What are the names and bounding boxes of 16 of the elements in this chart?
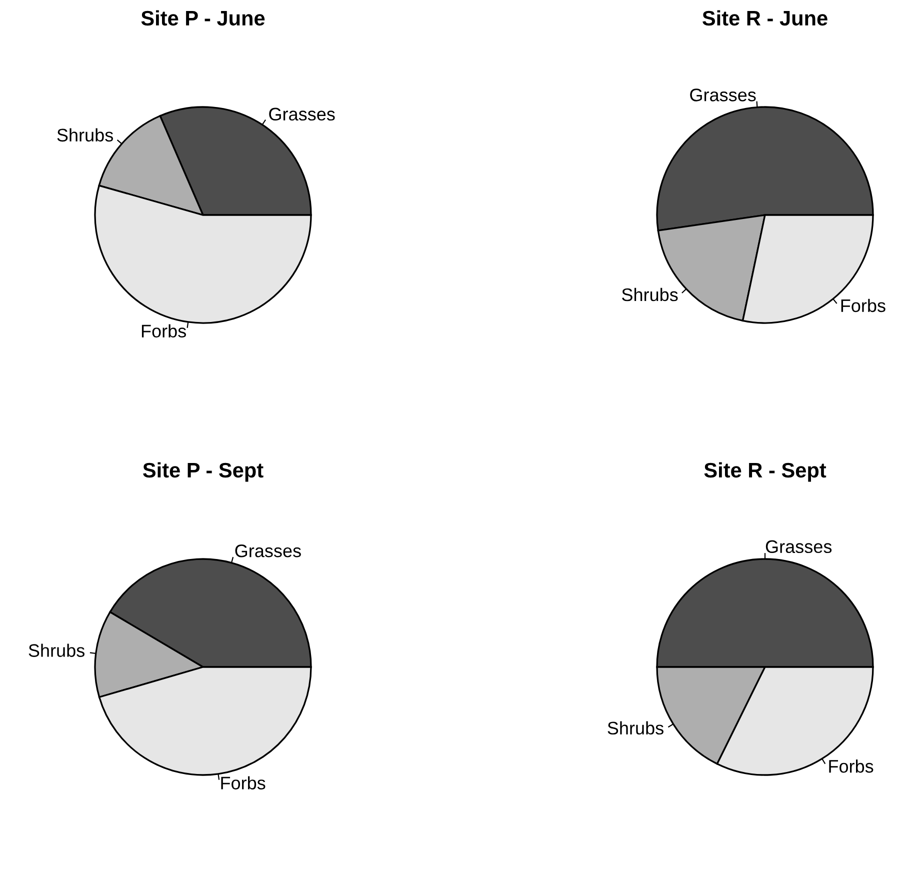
- slice-label: Grasses: [690, 88, 756, 102]
- chart-title: Site P - June: [141, 10, 265, 26]
- slice-label: Shrubs: [622, 288, 678, 302]
- slice-label: Shrubs: [608, 721, 664, 735]
- chart-title: Site R - June: [702, 10, 828, 26]
- slice-label: Shrubs: [57, 128, 113, 142]
- slice-label: Forbs: [142, 324, 186, 338]
- slice-label: Forbs: [841, 298, 886, 312]
- slice-label: Forbs: [221, 776, 266, 790]
- slice-label: Grasses: [766, 540, 832, 554]
- slice-label: Shrubs: [28, 644, 84, 657]
- slice-label: Grasses: [269, 108, 335, 121]
- slice-label: Grasses: [235, 544, 301, 558]
- chart-title: Site R - Sept: [704, 462, 826, 482]
- chart-title: Site P - Sept: [143, 462, 264, 482]
- slice-label: Forbs: [829, 759, 874, 773]
